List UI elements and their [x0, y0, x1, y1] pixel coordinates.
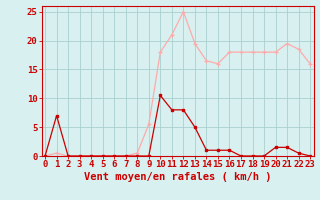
X-axis label: Vent moyen/en rafales ( km/h ): Vent moyen/en rafales ( km/h ) — [84, 172, 271, 182]
